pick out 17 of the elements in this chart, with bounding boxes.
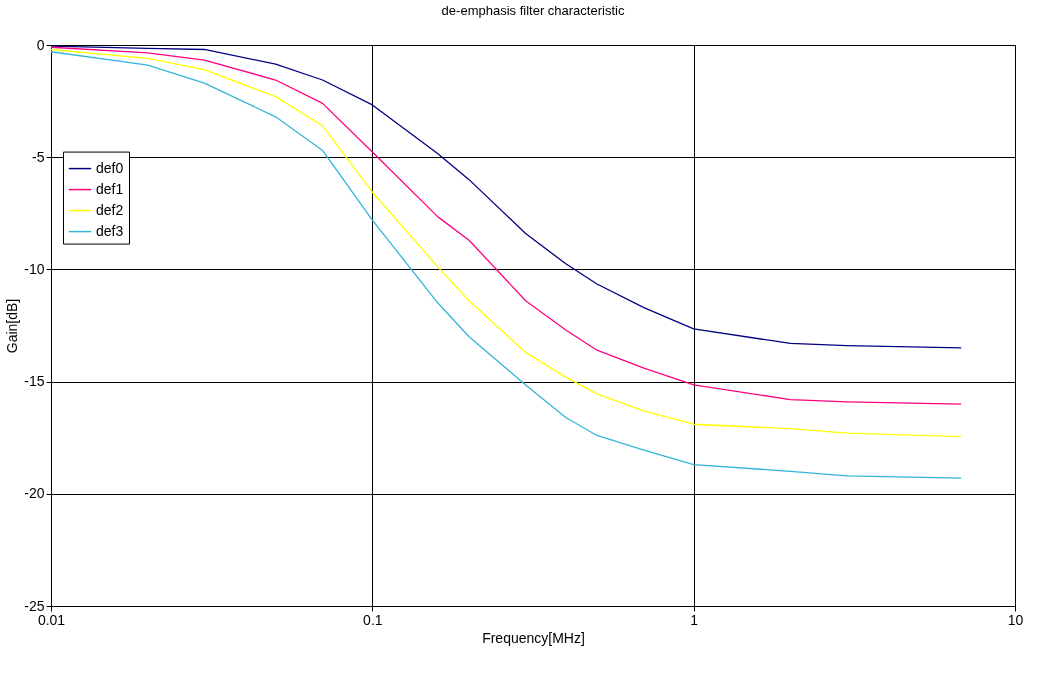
legend-label: def3 xyxy=(96,222,124,239)
x-tick-label: 10 xyxy=(1007,611,1024,628)
y-tick-label: -15 xyxy=(24,373,45,390)
y-tick-label: -25 xyxy=(24,597,45,614)
legend-label: def1 xyxy=(96,180,124,197)
x-tick-label: 0.01 xyxy=(37,611,66,628)
legend-label: def2 xyxy=(96,201,124,218)
y-tick-label: -5 xyxy=(32,148,45,165)
chart-title: de-emphasis filter characteristic xyxy=(441,3,625,18)
y-axis-title: Gain[dB] xyxy=(4,298,21,354)
y-tick-label: 0 xyxy=(36,36,45,53)
y-tick-label: -20 xyxy=(24,485,45,502)
x-axis-title: Frequency[MHz] xyxy=(482,629,585,646)
x-tick-label: 1 xyxy=(690,611,699,628)
x-tick-label: 0.1 xyxy=(363,611,383,628)
y-tick-label: -10 xyxy=(24,260,45,277)
legend-label: def0 xyxy=(96,159,124,176)
